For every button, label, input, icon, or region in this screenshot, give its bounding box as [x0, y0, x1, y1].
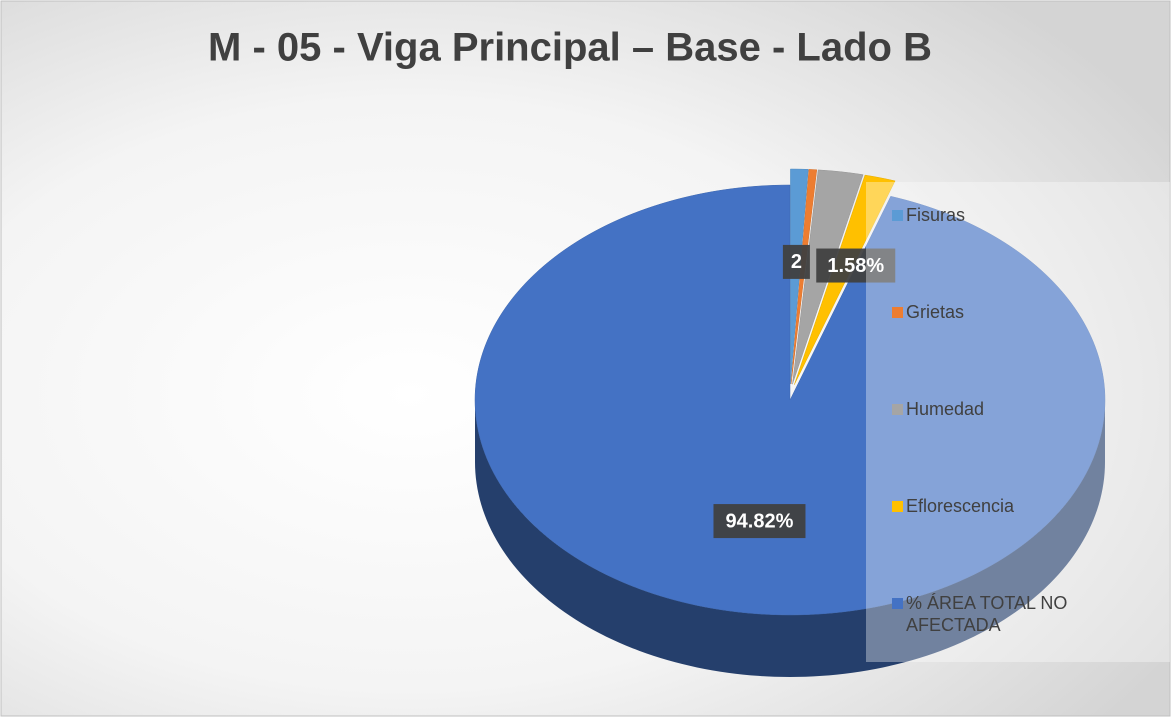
data-label-box — [782, 244, 810, 279]
data-label-box — [713, 504, 806, 539]
legend-item: Fisuras — [892, 204, 1170, 301]
legend-label: Humedad — [906, 399, 985, 419]
legend-item: Eflorescencia — [892, 495, 1170, 592]
legend-item: % ÁREA TOTAL NO AFECTADA — [892, 592, 1170, 689]
legend-label: Grietas — [906, 302, 965, 322]
slice — [474, 184, 1106, 616]
legend-swatch — [892, 501, 903, 512]
data-label: 94.82% — [726, 510, 794, 532]
legend: Fisuras Grietas Humedad Eflorescencia % ÁREA… — [866, 182, 1170, 662]
legend-swatch — [892, 404, 903, 415]
legend-item: Humedad — [892, 398, 1170, 495]
legend-label: Fisuras — [906, 205, 966, 225]
data-label: 2 — [791, 251, 802, 273]
data-label-box — [816, 248, 896, 283]
data-label: 1.58% — [827, 255, 884, 277]
chart-title: M - 05 - Viga Principal – Base - Lado B — [208, 26, 932, 70]
legend-swatch — [892, 210, 903, 221]
legend-item: Grietas — [892, 301, 1170, 398]
slice-side — [475, 400, 1105, 677]
pie: 2 1.58% 94.82% — [474, 168, 1106, 677]
legend-swatch — [892, 598, 903, 609]
legend-label: Eflorescencia — [906, 496, 1015, 516]
legend-label: % ÁREA TOTAL NO AFECTADA — [906, 593, 1068, 635]
legend-swatch — [892, 307, 903, 318]
